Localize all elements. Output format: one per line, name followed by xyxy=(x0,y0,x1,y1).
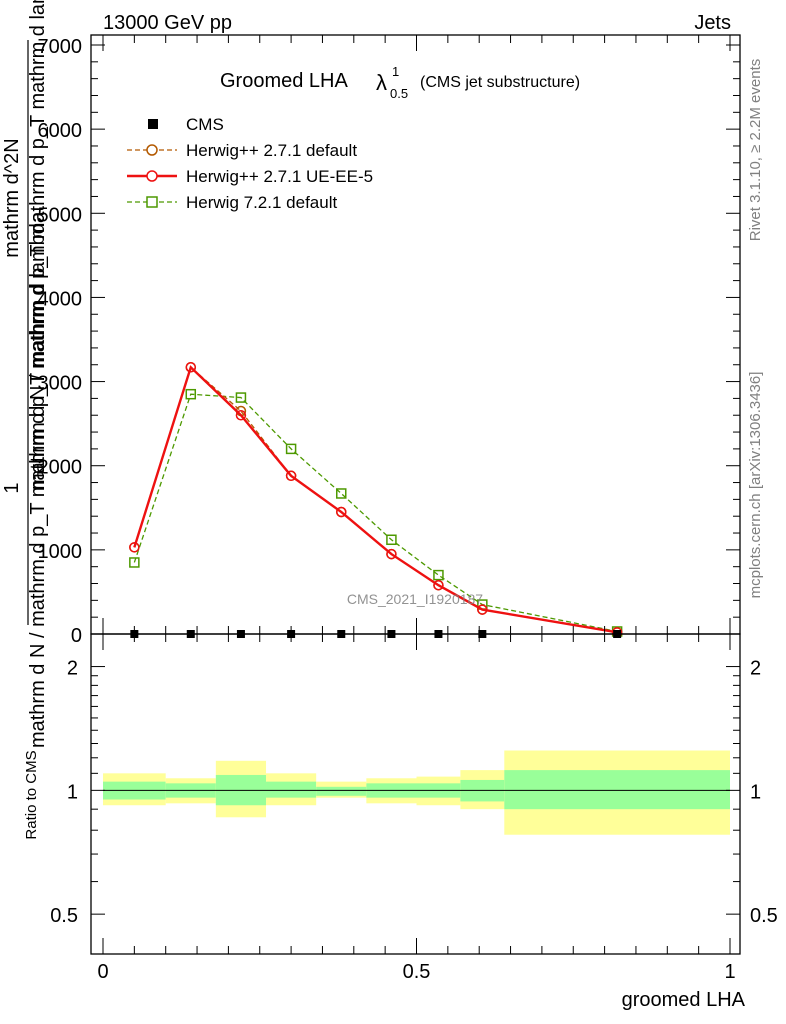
legend-marker xyxy=(148,119,158,129)
title-sup: 1 xyxy=(392,64,399,79)
title-sub: 0.5 xyxy=(390,86,408,101)
ratio-y-axis-label: Ratio to CMS xyxy=(23,750,40,839)
ratio-ticks: 0.5 0.5 1 1 2 2 xyxy=(50,658,778,928)
data-point xyxy=(433,579,444,591)
mcplots-label: mcplots.cern.ch [arXiv:1306.3436] xyxy=(747,372,764,599)
plot-title: Groomed LHA λ 1 0.5 (CMS jet substructur… xyxy=(220,64,580,101)
x-tick-label: 0 xyxy=(97,961,108,983)
y-tick-label: 5000 xyxy=(38,204,83,226)
ratio-band-inner xyxy=(266,781,317,798)
ratio-y-tick-label-right: 0.5 xyxy=(750,905,778,927)
data-point xyxy=(336,506,347,518)
x-ticks: 0 0.5 1 xyxy=(97,35,736,983)
series-line xyxy=(133,393,618,633)
main-ticks: 0 1000 2000 3000 4000 5000 6000 7000 xyxy=(38,36,740,647)
rivet-label: Rivet 3.1.10, ≥ 2.2M events xyxy=(747,59,764,242)
ratio-bands xyxy=(103,750,730,835)
legend-label: Herwig++ 2.7.1 UE-EE-5 xyxy=(186,167,373,186)
data-point xyxy=(185,362,197,373)
data-point xyxy=(386,548,397,560)
y-tick-label: 3000 xyxy=(38,373,83,395)
y-tick-label: 2000 xyxy=(38,457,83,479)
y-tick-label: 1000 xyxy=(38,541,83,563)
data-point xyxy=(129,542,140,553)
ratio-band-inner xyxy=(316,786,367,796)
y-tick-label: 4000 xyxy=(38,288,83,310)
x-tick-label: 0.5 xyxy=(403,961,431,983)
data-point xyxy=(235,392,247,403)
watermark: CMS_2021_I1920187 xyxy=(347,591,483,607)
series-line xyxy=(133,365,618,634)
data-point xyxy=(285,443,297,455)
ratio-y-tick-label-right: 2 xyxy=(750,658,761,680)
data-point xyxy=(336,488,347,499)
title-note: (CMS jet substructure) xyxy=(420,74,580,91)
ratio-y-tick-label-right: 1 xyxy=(750,781,761,803)
ratio-y-tick-label: 2 xyxy=(67,658,78,680)
ratio-y-tick-label: 0.5 xyxy=(50,905,78,927)
y-tick-label: 0 xyxy=(71,625,82,647)
y-axis-label-top: mathrm d^2N xyxy=(1,138,23,257)
header-right: Jets xyxy=(694,12,731,34)
legend: CMS Herwig++ 2.7.1 default Herwig++ 2.7.1 … xyxy=(127,115,373,212)
y-axis-label-denom: mathrm d N / mathrm d p_T mathrm d p_T m… xyxy=(27,211,49,748)
legend-marker xyxy=(146,196,158,208)
header-left: 13000 GeV pp xyxy=(103,12,232,34)
legend-label: Herwig 7.2.1 default xyxy=(186,193,337,212)
legend-marker xyxy=(146,144,158,156)
ratio-y-tick-label: 1 xyxy=(67,781,78,803)
data-point xyxy=(433,569,444,581)
legend-label: Herwig++ 2.7.1 default xyxy=(186,141,357,160)
y-axis-label-top-2: mathrm d N / mathrm d p_T mathrm d p_T m… xyxy=(27,0,49,490)
ratio-frame xyxy=(90,633,741,955)
data-point xyxy=(477,604,488,615)
x-tick-label: 1 xyxy=(724,961,735,983)
legend-marker xyxy=(146,170,158,182)
title-lambda: λ xyxy=(376,70,387,95)
title-main: Groomed LHA xyxy=(220,70,348,92)
ratio-band-inner xyxy=(504,770,730,810)
x-axis-label: groomed LHA xyxy=(622,989,746,1011)
y-axis-label: mathrm d^2N mathrm d N / mathrm d p_T ma… xyxy=(1,0,49,748)
legend-label: CMS xyxy=(186,115,224,134)
y-axis-label-numer: 1 xyxy=(1,482,23,493)
data-point xyxy=(285,470,297,482)
data-point xyxy=(185,388,197,400)
data-point xyxy=(235,409,247,421)
data-point xyxy=(386,534,397,546)
data-point xyxy=(129,557,140,568)
y-tick-label: 6000 xyxy=(38,120,83,142)
y-tick-label: 7000 xyxy=(38,36,83,58)
